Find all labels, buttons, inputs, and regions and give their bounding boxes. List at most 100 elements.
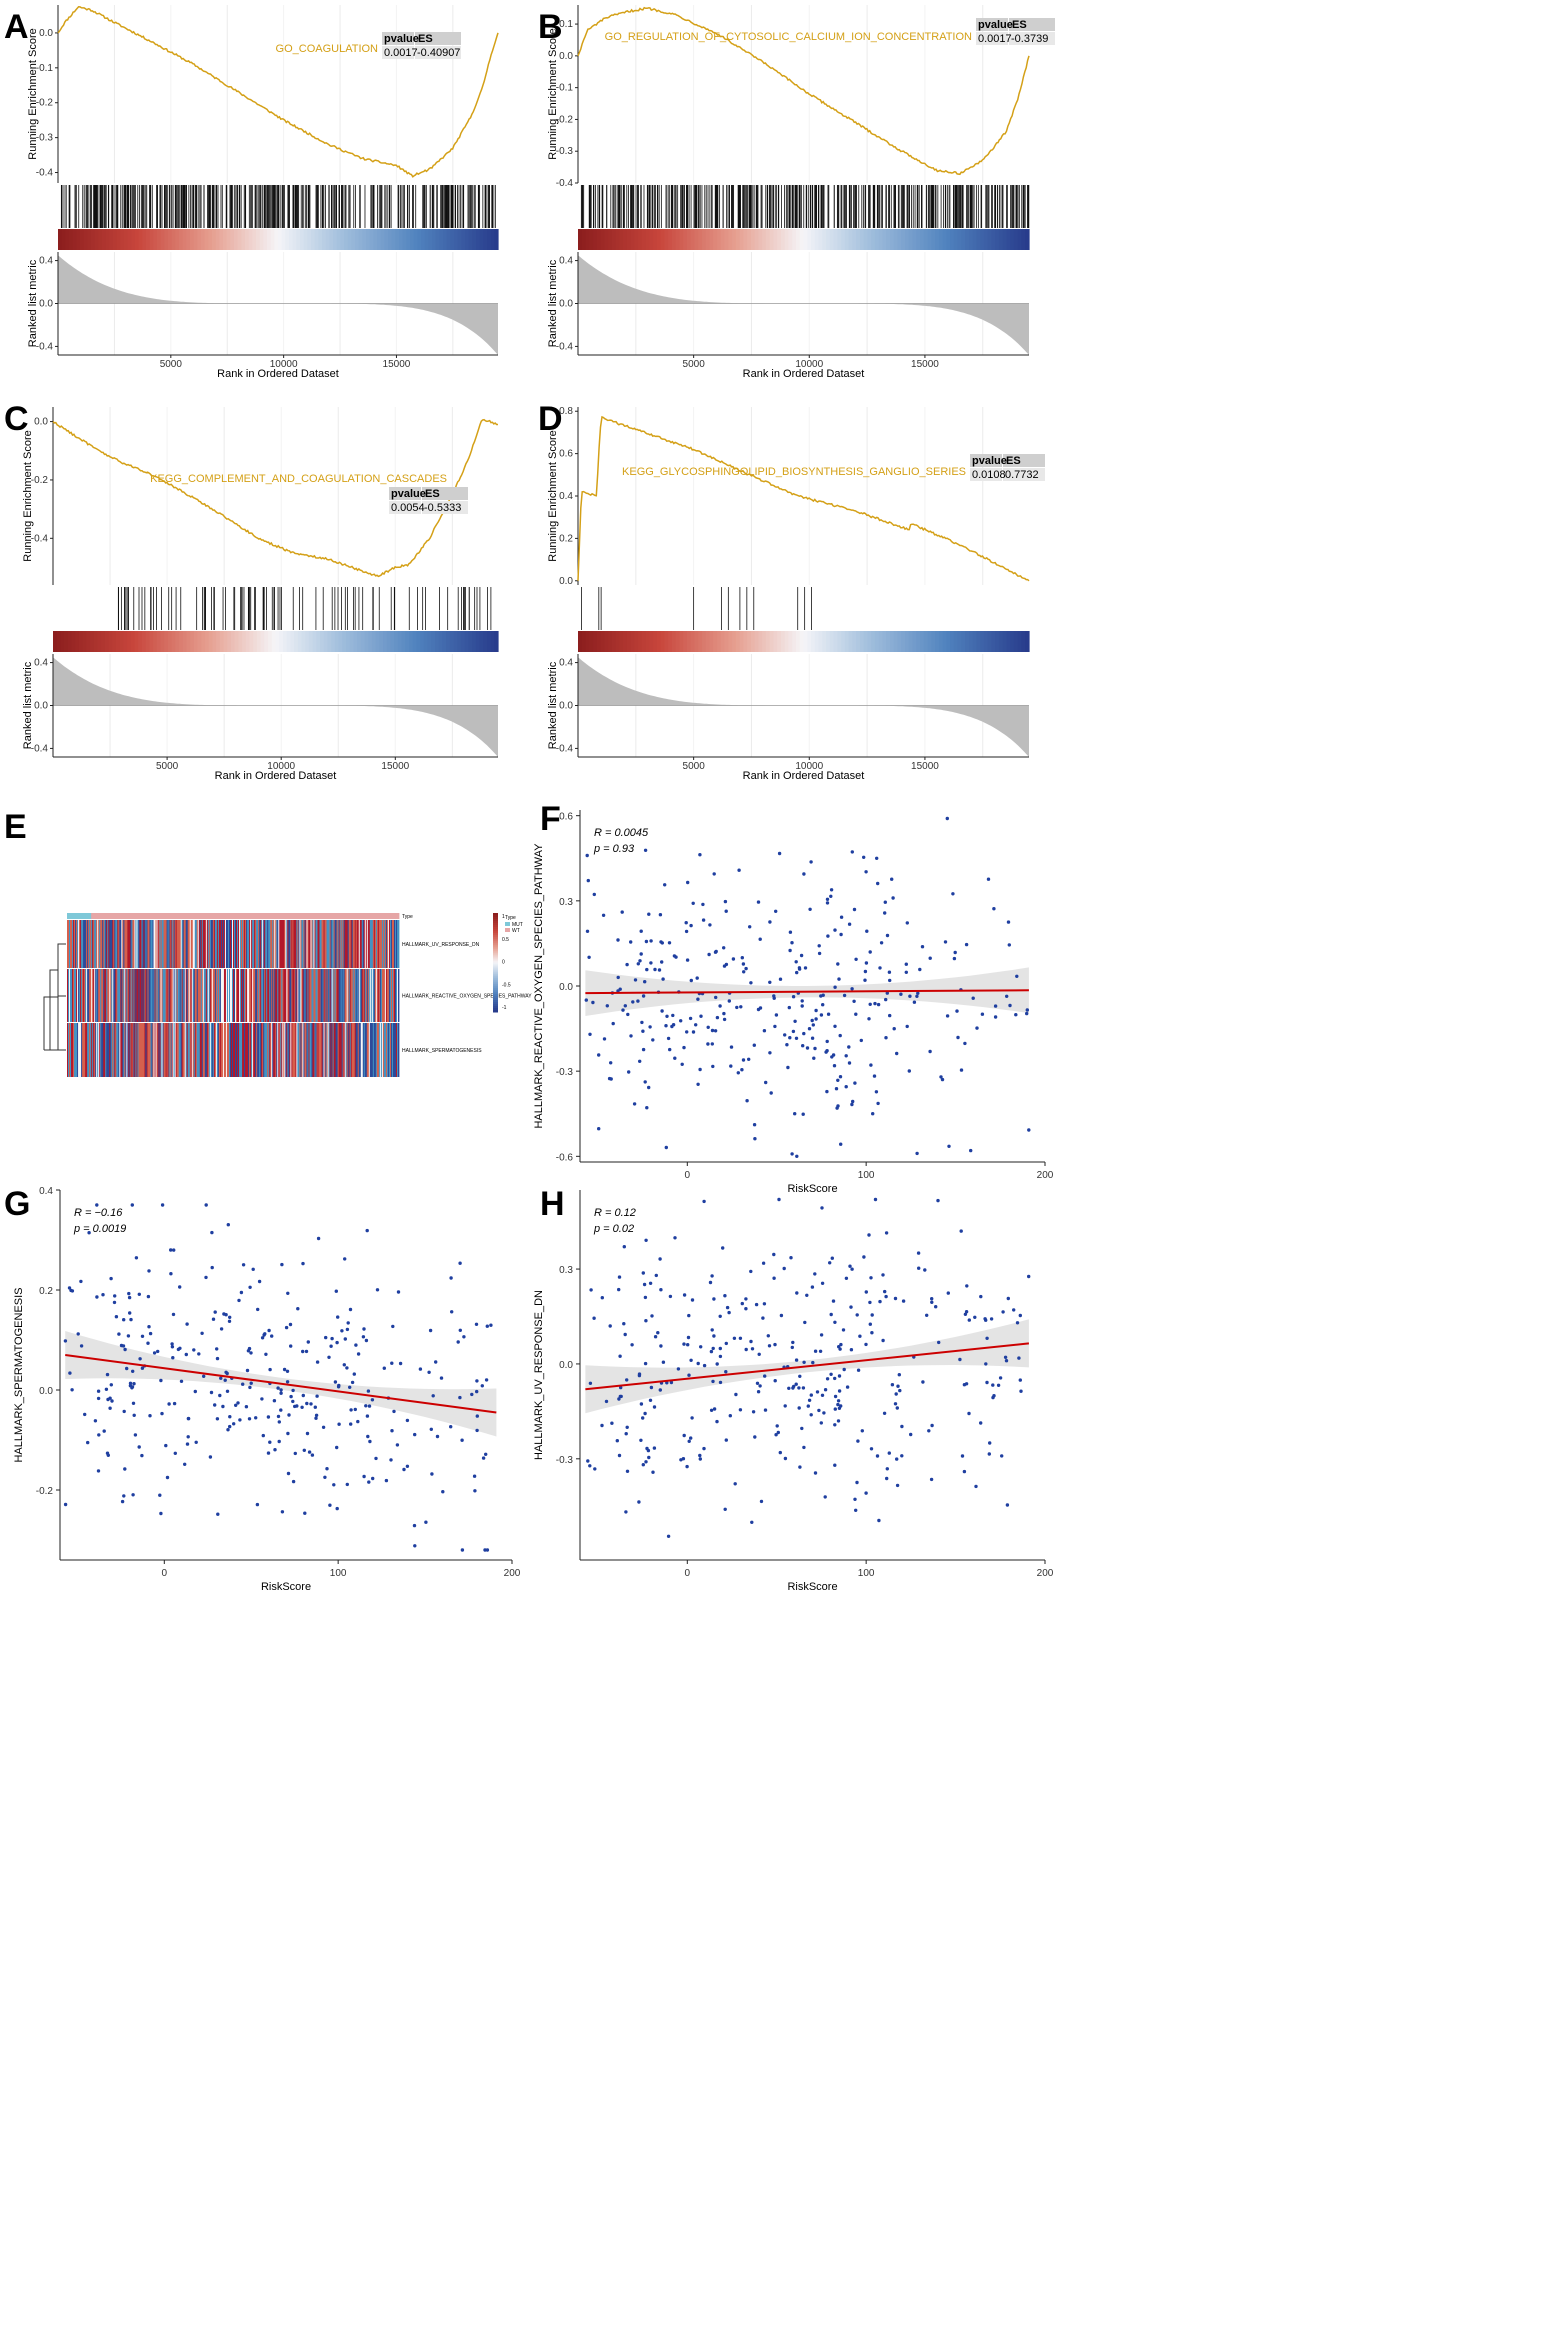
heatmap-cell [125,969,127,1022]
es-y-axis-title: Running Enrichment Score [27,28,39,159]
heatmap-cell [122,969,124,1022]
data-point [643,1080,647,1084]
rank-color-cell [94,229,99,250]
rank-color-cell [593,631,598,652]
data-point [951,892,955,896]
heatmap-cell [144,920,146,968]
heatmap-cell [149,920,151,968]
rank-color-cell [863,229,868,250]
rank-color-cell [619,631,624,652]
heatmap-cell [343,969,346,1022]
rank-color-cell [201,631,206,652]
rank-color-cell [428,229,433,250]
annotation-cell [150,913,152,919]
annotation-cell [296,913,298,919]
heatmap-cell [298,1023,300,1077]
annotation-cell [180,913,183,919]
data-point [833,1407,837,1411]
rank-color-cell [323,631,329,652]
data-point [123,1347,127,1352]
data-point [215,1347,219,1351]
data-point [126,1334,131,1338]
scatter-x-axis-title: RiskScore [787,1183,837,1195]
data-point [224,1313,228,1317]
rank-color-cell [904,229,910,250]
data-point [965,1284,969,1288]
annotation-cell [186,913,189,919]
heatmap-cell [67,969,69,1022]
data-point [735,1005,739,1010]
annotation-cell [141,913,143,919]
rank-color-cell [709,631,714,652]
heatmap-cell [168,969,171,1022]
rank-color-cell [388,229,393,250]
data-point [266,1451,271,1455]
annotation-cell [287,913,289,919]
data-point [633,978,638,982]
heatmap-cell [294,969,296,1022]
heatmap-cell [219,920,222,968]
data-point [239,1290,244,1295]
rank-color-cell [841,631,846,652]
annotation-cell [184,913,187,919]
annotation-cell [73,913,75,919]
data-point [593,1467,597,1471]
data-point [964,942,969,947]
heatmap-cell [253,1023,255,1077]
data-point [215,1417,220,1421]
heatmap-cell [348,1023,351,1077]
data-point [894,1392,898,1396]
rank-color-cell [464,631,469,652]
data-point [645,1446,649,1451]
data-point [289,1344,293,1348]
heatmap-cell [280,1023,282,1077]
rank-color-cell [334,631,340,652]
data-point [731,957,736,961]
rank-color-cell [490,631,495,652]
data-point [651,1470,655,1474]
heatmap-cell [83,969,85,1022]
heatmap-cell [195,1023,198,1077]
heatmap-cell [121,969,123,1022]
rank-color-cell [976,229,981,250]
heatmap-cell [182,1023,185,1077]
data-point [167,1402,171,1406]
rm-y-tick-label: 0.4 [559,658,573,669]
rank-color-cell [402,229,407,250]
rank-color-cell [256,631,262,652]
legend-color-cell [493,988,498,991]
rank-color-cell [249,631,254,652]
data-point [660,941,664,945]
scatter-y-axis-title: HALLMARK_SPERMATOGENESIS [13,1287,25,1462]
data-point [788,1036,792,1040]
heatmap-cell [271,969,273,1022]
heatmap-cell [133,1023,135,1077]
heatmap-cell [280,920,282,968]
rank-color-cell [615,631,620,652]
legend-color-cell [493,980,498,983]
data-point [721,1246,725,1250]
data-point [927,1429,931,1433]
data-point [864,1290,868,1294]
data-point [813,1272,817,1276]
table-cell-pvalue: 0.0017 [384,47,418,59]
heatmap-cell [284,969,286,1022]
rank-color-cell [307,229,312,250]
heatmap-cell [351,1023,354,1077]
rank-color-cell [705,631,711,652]
heatmap-cell [294,920,296,968]
data-point [723,1294,727,1298]
heatmap-cell [212,969,215,1022]
data-point [884,1294,888,1299]
rank-color-cell [604,631,609,652]
data-point [314,1416,318,1420]
data-point [127,1295,132,1300]
rank-color-cell [1013,229,1019,250]
heatmap-cell [173,920,176,968]
data-point [694,1023,698,1027]
heatmap-cell [296,969,298,1022]
heatmap-cell [156,920,158,968]
data-point [724,962,729,967]
es-y-tick-label: 0.0 [39,28,53,39]
heatmap-cell [116,1023,118,1077]
